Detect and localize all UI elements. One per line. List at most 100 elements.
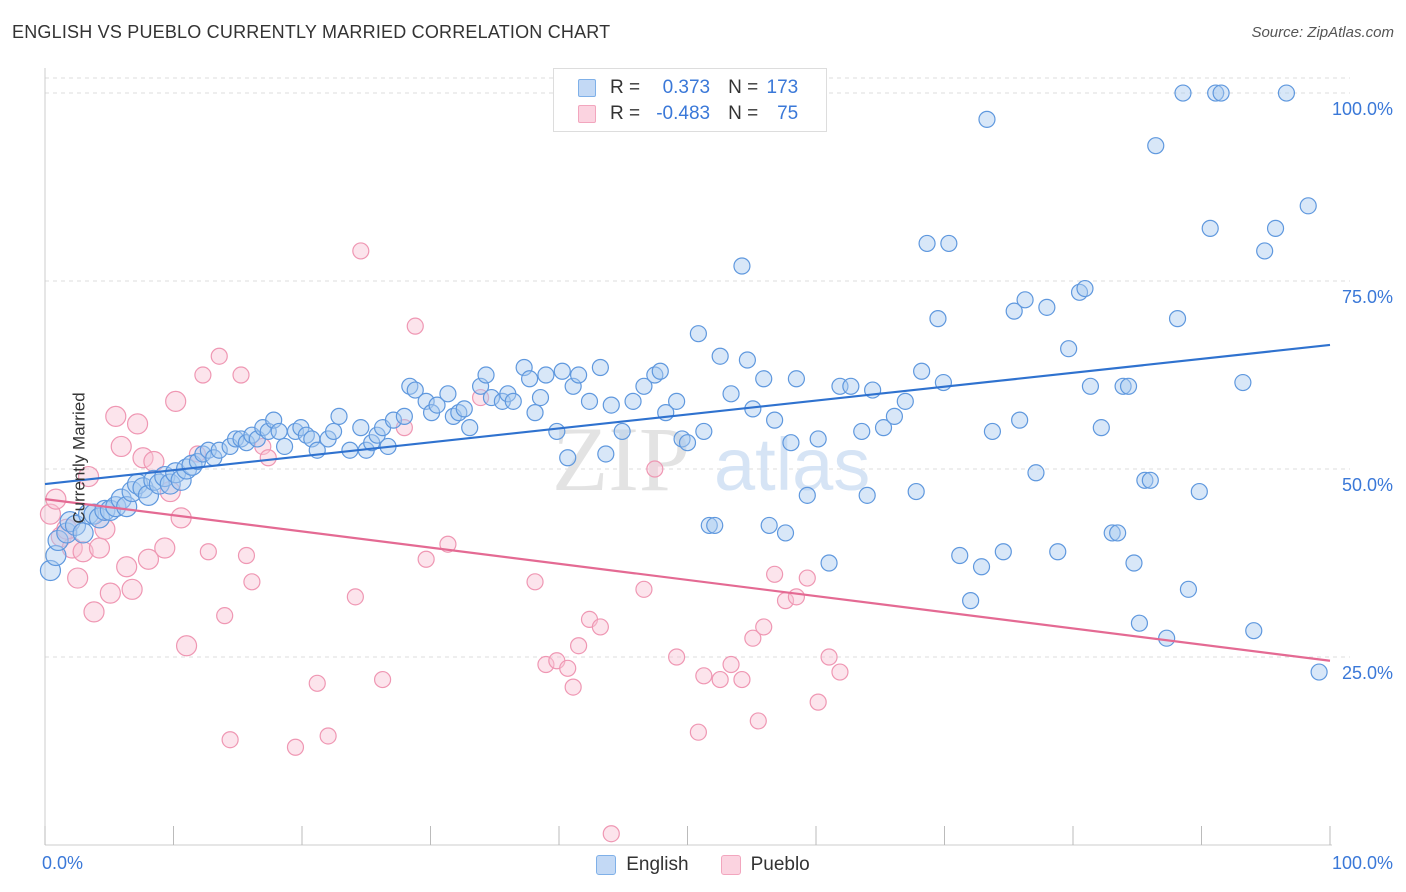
english-point [455,400,473,418]
english-point [1234,373,1252,392]
pueblo-point [559,659,577,677]
pueblo-point [373,670,392,689]
english-point [1103,524,1121,542]
watermark-zip: ZIP [552,408,690,510]
english-point [678,434,697,452]
pueblo-point [352,242,370,260]
english-point [559,449,577,467]
pueblo-point [646,460,664,478]
english-point [384,411,403,429]
english-point [1201,219,1219,237]
english-point [477,366,495,384]
english-point [1310,663,1328,681]
axes [44,68,1332,846]
english-point [72,522,94,544]
english-point [580,392,599,410]
pueblo-point [221,731,239,749]
pueblo-legend-swatch [720,855,741,875]
english-point [1256,242,1274,260]
y-tick-label: 100.0% [1332,99,1393,119]
english-point [330,407,348,425]
pueblo-point [695,667,713,685]
english-point [1179,580,1198,598]
pueblo-point [88,537,111,559]
pueblo-n-value: 75 [777,103,799,124]
pueblo-point [346,588,364,606]
english-point [1207,84,1225,102]
pueblo-point [787,588,805,606]
r-label: R = [610,77,641,98]
english-point [597,445,615,463]
english-point [1212,84,1230,102]
english-point [1130,614,1149,632]
english-point [624,392,642,410]
english-point [689,325,707,343]
pueblo-point [798,569,816,587]
pueblo-point [77,465,100,488]
pueblo-point [286,738,305,756]
english-point [711,347,729,365]
english-point [994,543,1012,561]
english-point [738,351,756,369]
english-point [706,516,724,535]
pueblo-point [116,556,138,578]
english-point [853,422,871,441]
english-point [940,234,958,253]
english-point [1299,197,1317,215]
english-point [874,419,893,437]
english-n-value: 173 [766,77,799,98]
english-point [983,422,1002,441]
english-point [1141,471,1159,489]
english-point [1011,411,1029,429]
english-point [668,392,686,410]
english-points [39,84,1328,681]
english-point [553,362,571,380]
english-point [913,362,931,380]
english-point [1027,464,1045,482]
english-point [1174,84,1192,102]
pueblo-point [175,635,198,657]
pueblo-point [711,670,729,689]
english-point [1119,377,1138,395]
english-point [1147,137,1165,155]
english-point [148,473,170,495]
pueblo-point [194,366,212,384]
r-label: R = [610,103,641,124]
english-point [907,482,925,501]
english-point [1125,554,1143,572]
pueblo-point [722,655,740,674]
pueblo-swatch [578,105,596,123]
english-point [858,486,876,504]
english-point [782,434,800,452]
english-point [428,396,446,414]
pueblo-point [417,550,435,568]
english-point [531,388,550,407]
english-point [461,419,479,437]
pueblo-r-value: -0.483 [656,103,711,124]
pueblo-points [39,242,849,843]
n-label: N = [728,77,759,98]
legend-item-pueblo[interactable]: Pueblo [720,854,810,876]
english-point [352,419,370,437]
english-point [722,385,740,403]
english-point [1016,291,1034,309]
pueblo-point [237,546,256,565]
english-trend-line [44,343,1331,486]
pueblo-point [99,582,121,604]
pueblo-point [308,674,326,692]
english-point [520,370,539,388]
english-swatch [578,79,596,97]
pueblo-point [259,449,277,467]
x-tick-labels: 0.0% 100.0% [42,853,1393,873]
english-point [1114,377,1132,395]
english-point [1158,629,1176,647]
legend-item-english[interactable]: English [596,854,689,876]
english-point [591,358,609,377]
english-point [766,411,784,429]
pueblo-point [110,435,132,458]
pueblo-point [83,601,105,623]
pueblo-point [526,573,544,591]
pueblo-point [537,655,555,674]
english-point [324,422,343,441]
